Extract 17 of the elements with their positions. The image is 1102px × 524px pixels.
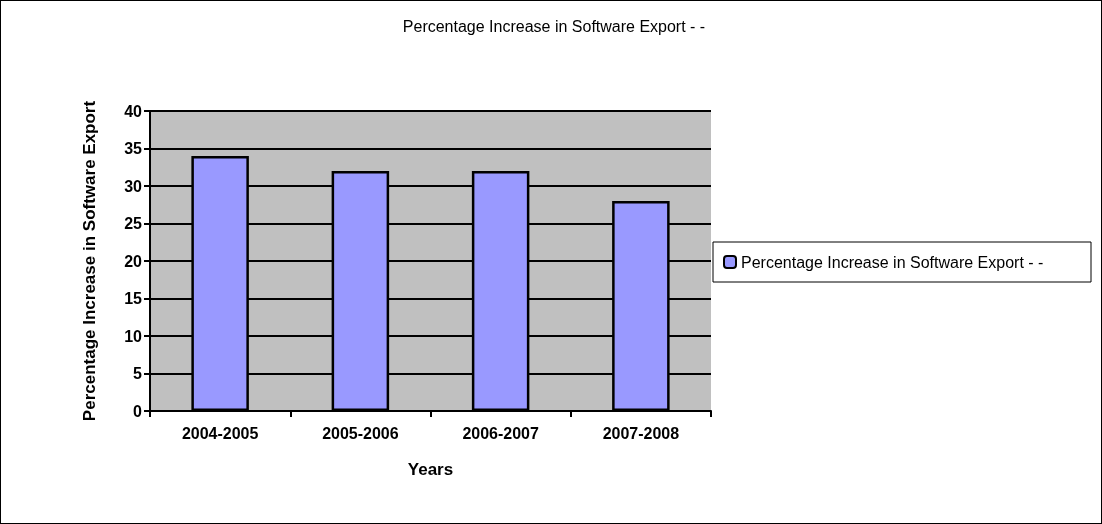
legend-label: Percentage Increase in Software Export - -: [741, 253, 1044, 271]
x-tick-label: 2004-2005: [181, 424, 259, 442]
y-tick-label: 20: [124, 252, 143, 270]
y-tick-label: 25: [124, 215, 143, 232]
x-tick-label: 2007-2008: [602, 424, 680, 442]
y-axis-title: Percentage Increase in Software Export: [79, 100, 99, 422]
y-tick-label: 5: [133, 365, 143, 382]
x-tick-label: 2006-2007: [462, 424, 539, 442]
x-tick-label: 2005-2006: [322, 424, 399, 442]
x-axis-title: Years: [407, 460, 454, 479]
y-tick-label: 30: [124, 177, 143, 195]
y-tick-label: 10: [124, 327, 143, 345]
y-tick-label: 35: [124, 140, 143, 157]
y-tick-label: 15: [124, 290, 143, 307]
y-tick-label: 0: [133, 402, 143, 420]
chart-title: Percentage Increase in Software Export - -: [402, 17, 706, 35]
y-tick-label: 40: [124, 102, 143, 120]
